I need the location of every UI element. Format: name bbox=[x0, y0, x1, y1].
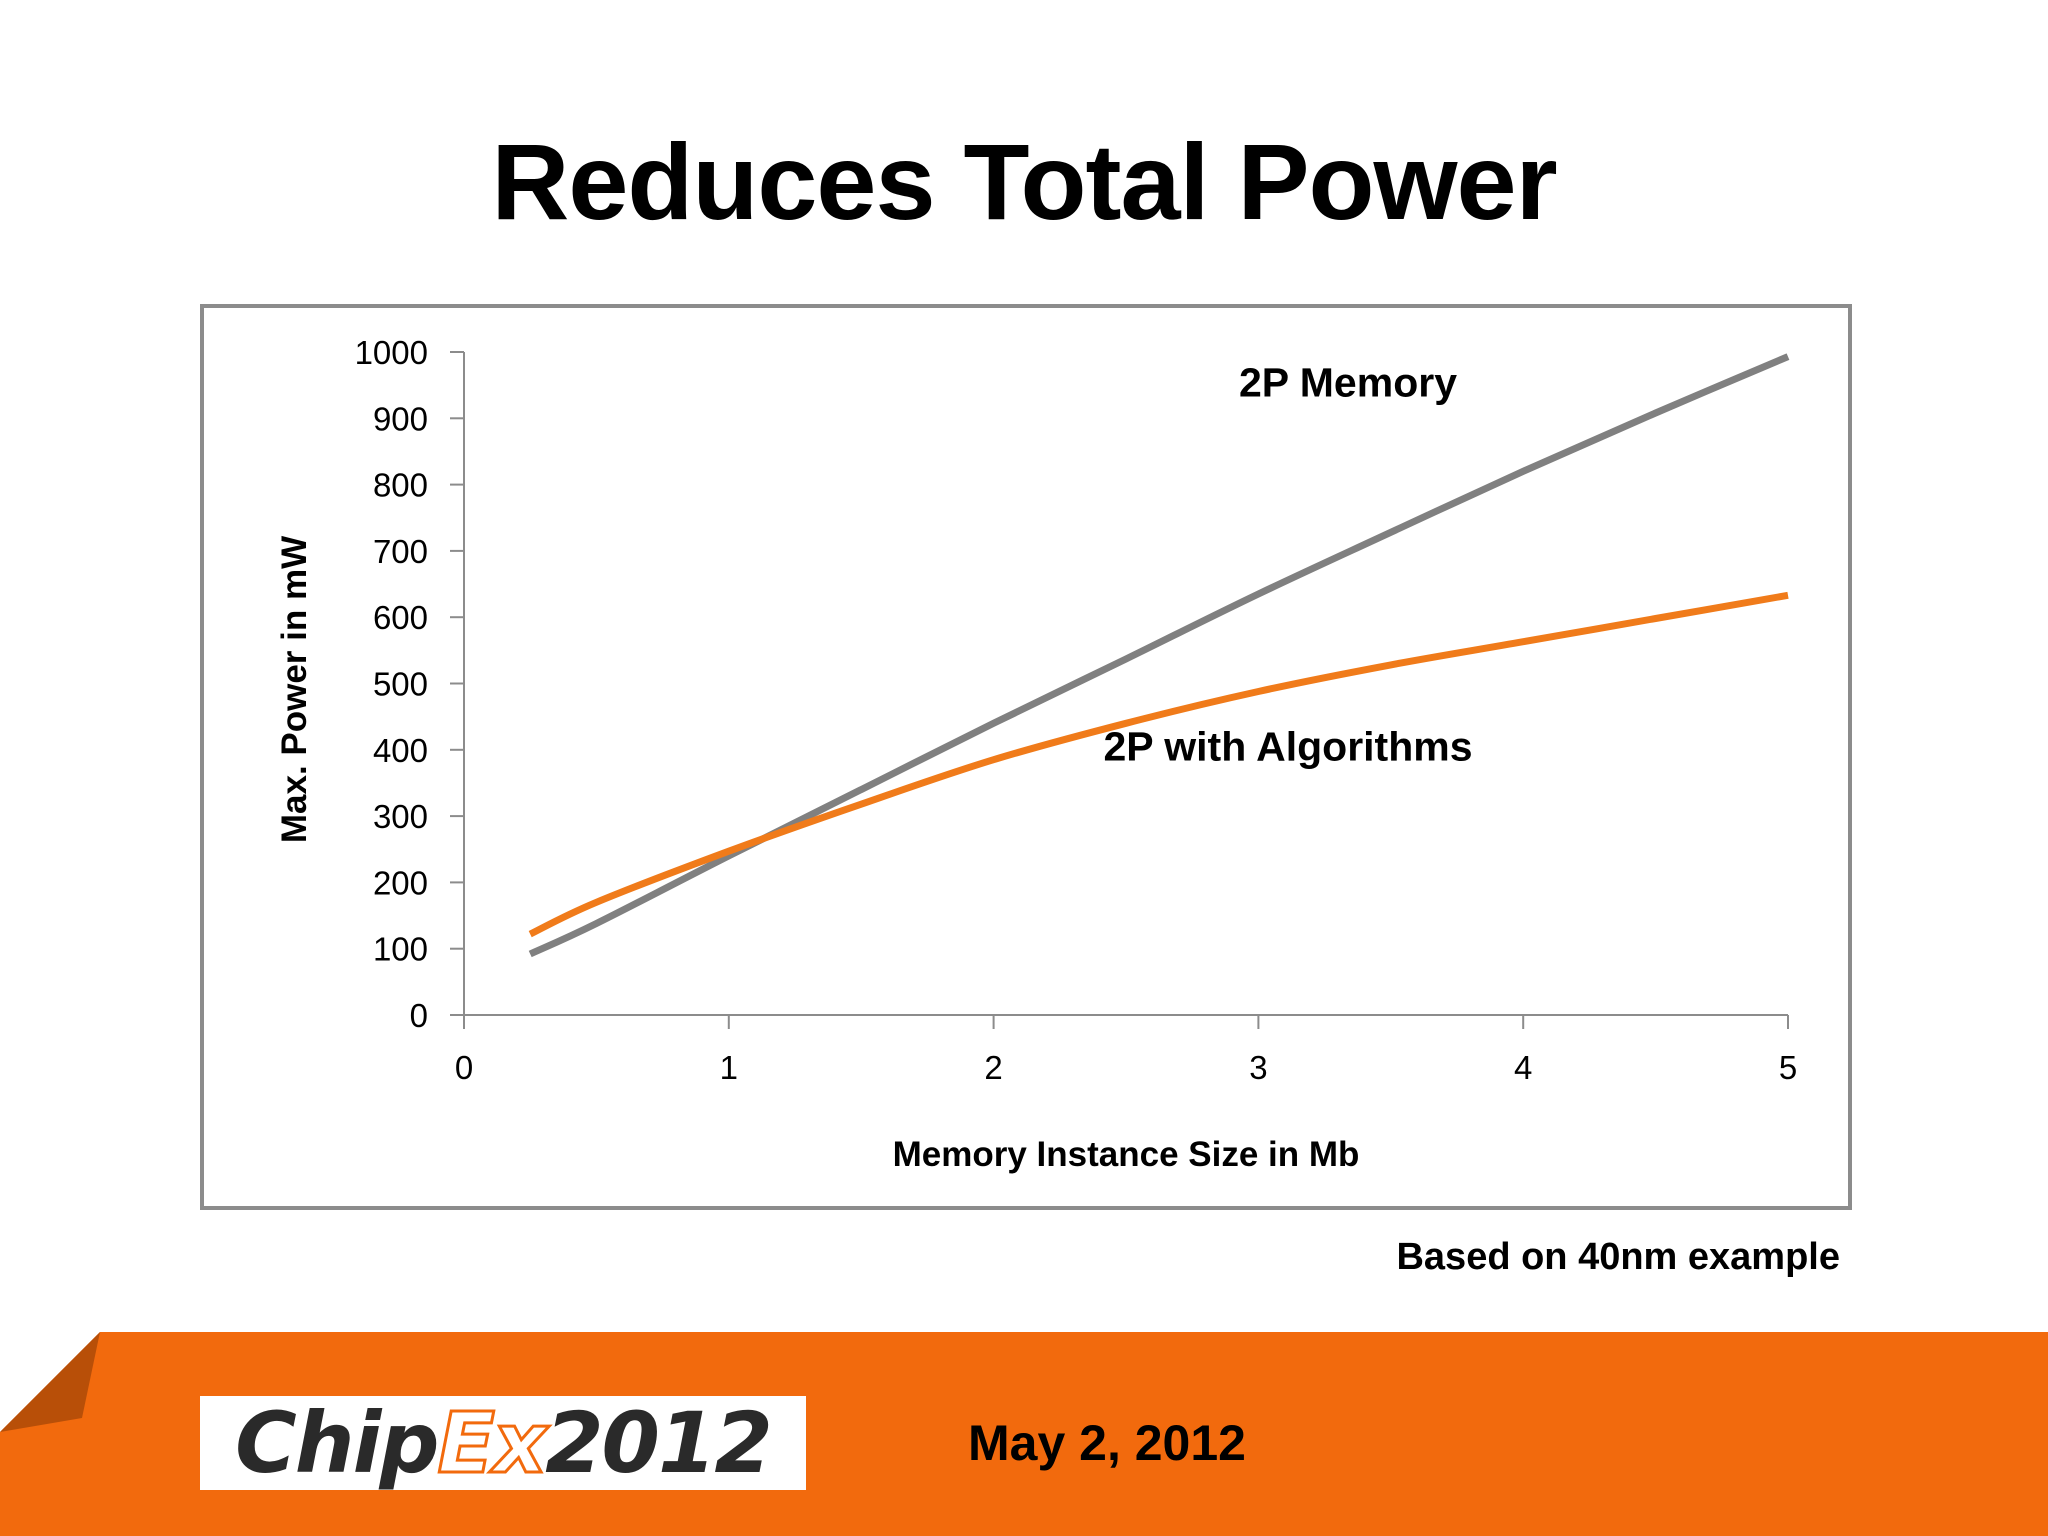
series-label: 2P Memory bbox=[1239, 360, 1457, 406]
y-tick-label: 1000 bbox=[355, 334, 428, 371]
series-line-2p-with-algorithms bbox=[528, 591, 1789, 938]
x-tick-label: 2 bbox=[984, 1049, 1002, 1086]
y-axis-title: Max. Power in mW bbox=[275, 536, 314, 843]
footnote: Based on 40nm example bbox=[1396, 1236, 1840, 1278]
x-tick-label: 1 bbox=[720, 1049, 738, 1086]
page-curl-decoration bbox=[0, 1332, 100, 1432]
y-tick-label: 900 bbox=[373, 400, 428, 437]
logo-text: ChipEx2012 bbox=[235, 1400, 773, 1487]
y-tick-label: 500 bbox=[373, 666, 428, 703]
y-tick-label: 800 bbox=[373, 467, 428, 504]
slide-title: Reduces Total Power bbox=[491, 121, 1557, 242]
y-tick-label: 300 bbox=[373, 798, 428, 835]
logo-text-chip: Chip bbox=[235, 1396, 439, 1490]
x-tick-label: 0 bbox=[455, 1049, 473, 1086]
y-tick-label: 100 bbox=[373, 931, 428, 968]
logo-text-ex: Ex bbox=[436, 1396, 549, 1490]
chart-frame: 0 100 200 300 400 500 600 700 800 900 1000 0 1 2 3 4 5 Me… bbox=[200, 304, 1852, 1210]
chipex-logo: ChipEx2012 bbox=[200, 1396, 806, 1490]
line-chart: 0 100 200 300 400 500 600 700 800 900 1000 0 1 2 3 4 5 Me… bbox=[275, 334, 1797, 1174]
x-tick-label: 3 bbox=[1249, 1049, 1267, 1086]
x-axis-title: Memory Instance Size in Mb bbox=[893, 1135, 1360, 1174]
footer-date: May 2, 2012 bbox=[968, 1415, 1246, 1471]
series-line-2p-memory bbox=[528, 353, 1790, 958]
x-tick-label: 4 bbox=[1514, 1049, 1532, 1086]
y-tick-label: 200 bbox=[373, 864, 428, 901]
y-tick-label: 400 bbox=[373, 732, 428, 769]
y-tick-label: 700 bbox=[373, 533, 428, 570]
x-tick-label: 5 bbox=[1779, 1049, 1797, 1086]
y-tick-label: 600 bbox=[373, 599, 428, 636]
y-tick-label: 0 bbox=[410, 997, 428, 1034]
series-label: 2P with Algorithms bbox=[1103, 723, 1472, 769]
logo-text-year: 2012 bbox=[545, 1396, 773, 1490]
